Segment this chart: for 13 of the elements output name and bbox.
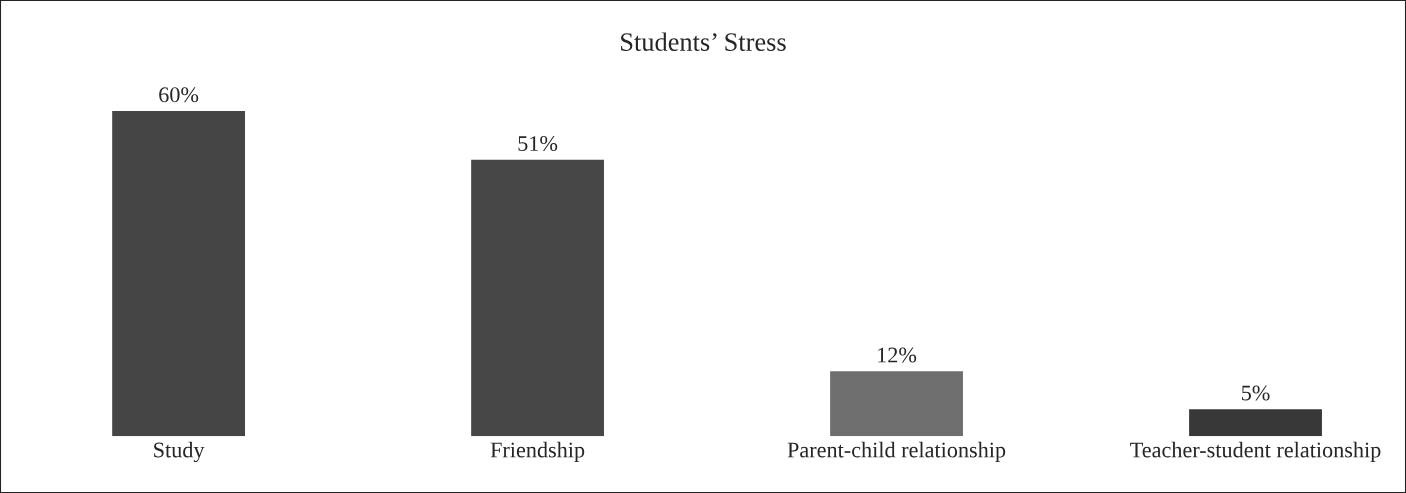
data-label: 60% [159,87,199,103]
chart-title: Students’ Stress [621,32,786,51]
x-tick-label: Study [154,441,205,463]
data-label: 51% [518,136,558,152]
bar [830,371,963,437]
x-tick-label: Teacher-student relationship [1130,441,1381,463]
x-tick-label: Parent-child relationship [787,441,1006,463]
x-tick-label: Friendship [490,441,585,463]
bar [471,159,604,437]
data-label: 5% [1242,385,1270,401]
bar [112,110,245,437]
data-label: 12% [878,347,917,363]
bar [1189,409,1322,437]
